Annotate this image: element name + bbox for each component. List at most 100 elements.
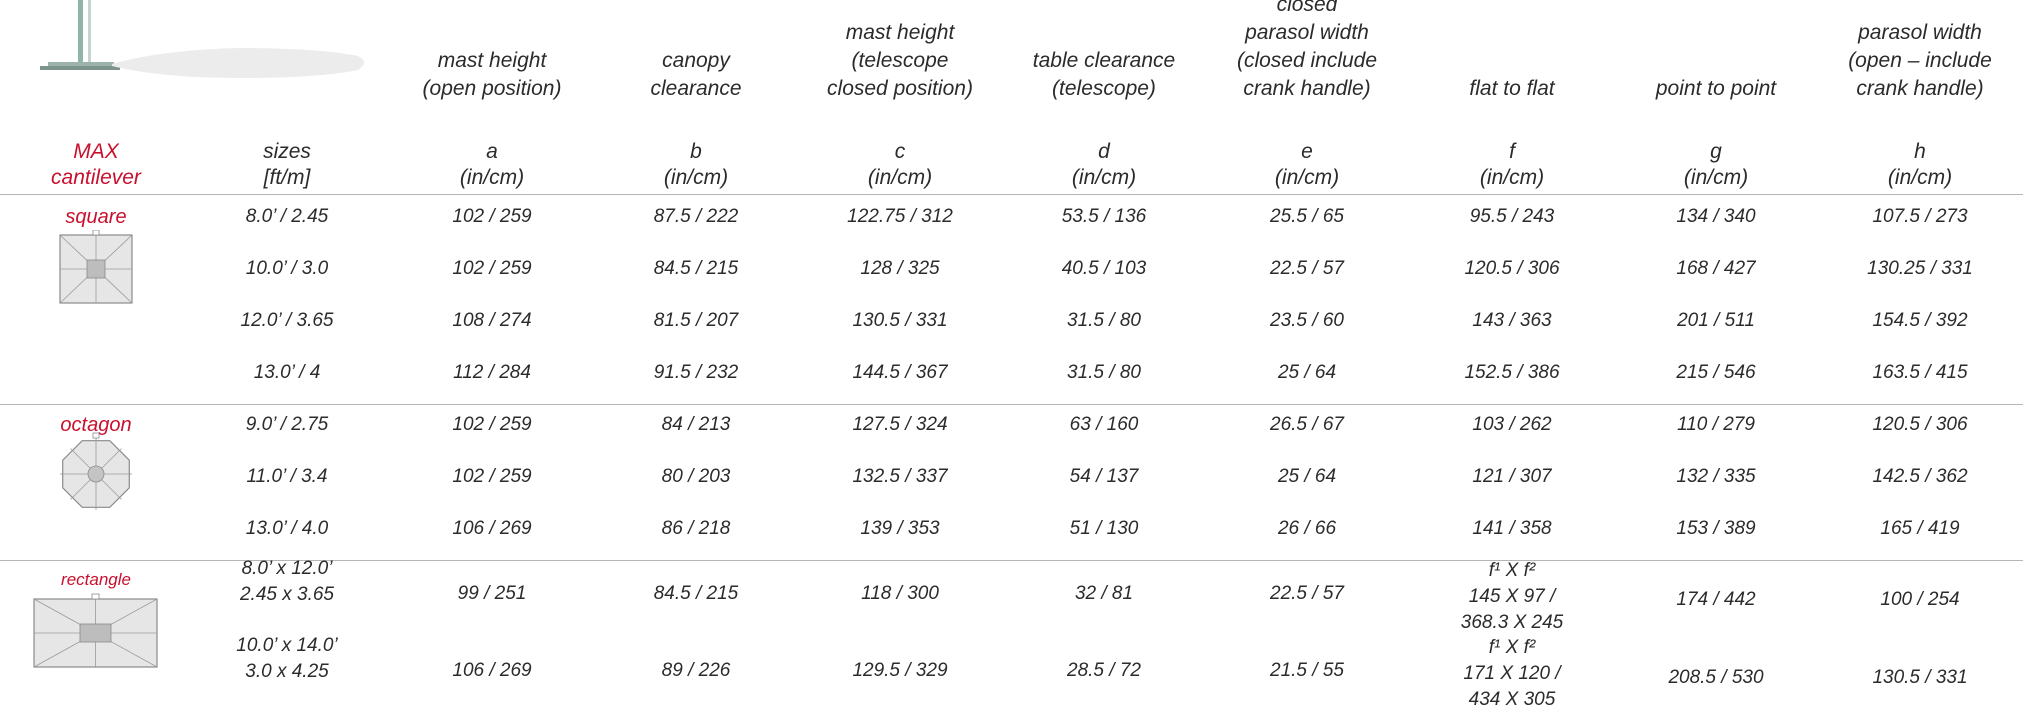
column-title-line: point to point (1611, 75, 1821, 103)
cell-d: 53.5 / 136 (1004, 203, 1204, 231)
column-unit-e: (in/cm) (1207, 164, 1407, 192)
cell-g: 134 / 340 (1616, 203, 1816, 231)
cell-c: 122.75 / 312 (800, 203, 1000, 231)
cell-d: 54 / 137 (1004, 463, 1204, 491)
cell-d: 63 / 160 (1004, 411, 1204, 439)
cell-text-line: 10.0’ x 14.0’ (187, 633, 387, 659)
cell-text-line: f¹ X f² (1412, 635, 1612, 661)
cell-sizes: 10.0’ x 14.0’ 3.0 x 4.25 (187, 633, 387, 685)
cell-sizes: 13.0’ / 4 (187, 359, 387, 387)
cell-f: 141 / 358 (1412, 515, 1612, 543)
column-title-b: canopy clearance (591, 47, 801, 103)
cell-h: 163.5 / 415 (1820, 359, 2020, 387)
column-label-cantilever: MAX (0, 138, 196, 166)
cell-e: 22.5 / 57 (1207, 255, 1407, 283)
cell-e: 26.5 / 67 (1207, 411, 1407, 439)
cell-f: 103 / 262 (1412, 411, 1612, 439)
cell-text-line: 145 X 97 / (1412, 584, 1612, 610)
cell-c: 130.5 / 331 (800, 307, 1000, 335)
cell-f: 121 / 307 (1412, 463, 1612, 491)
cell-text-line: 434 X 305 (1412, 687, 1612, 713)
cell-g: 168 / 427 (1616, 255, 1816, 283)
cell-f: 95.5 / 243 (1412, 203, 1612, 231)
column-unit-sizes: [ft/m] (187, 164, 387, 192)
column-label-h: h (1820, 138, 2020, 166)
section-divider (0, 194, 2023, 195)
column-label-sizes: sizes (187, 138, 387, 166)
column-title-line: mast height (795, 19, 1005, 47)
column-label-a: a (392, 138, 592, 166)
cell-c: 118 / 300 (800, 580, 1000, 608)
column-title-line: table clearance (999, 47, 1209, 75)
cantilever-parasol-illustration (40, 0, 370, 78)
column-title-d: table clearance (telescope) (999, 47, 1209, 103)
cell-h: 100 / 254 (1820, 586, 2020, 614)
column-title-line: (open position) (387, 75, 597, 103)
octagon-parasol-icon (58, 432, 136, 517)
column-title-line: crank handle) (1815, 75, 2023, 103)
column-title-line: (open – include (1815, 47, 2023, 75)
cell-h: 107.5 / 273 (1820, 203, 2020, 231)
cell-g: 110 / 279 (1616, 411, 1816, 439)
cell-a: 102 / 259 (392, 255, 592, 283)
cell-text-line: 2.45 x 3.65 (187, 582, 387, 608)
cell-e: 22.5 / 57 (1207, 580, 1407, 608)
cell-text-line: 3.0 x 4.25 (187, 659, 387, 685)
cell-g: 201 / 511 (1616, 307, 1816, 335)
cell-f: 152.5 / 386 (1412, 359, 1612, 387)
cell-sizes: 12.0’ / 3.65 (187, 307, 387, 335)
cell-b: 81.5 / 207 (596, 307, 796, 335)
cell-sizes: 11.0’ / 3.4 (187, 463, 387, 491)
cell-b: 84 / 213 (596, 411, 796, 439)
cell-a: 106 / 269 (392, 515, 592, 543)
cell-sizes: 8.0’ / 2.45 (187, 203, 387, 231)
column-title-h: parasol width (open – include crank handle… (1815, 19, 2023, 103)
section-divider (0, 404, 2023, 405)
cell-b: 84.5 / 215 (596, 255, 796, 283)
column-label-g: g (1616, 138, 1816, 166)
cell-sizes: 9.0’ / 2.75 (187, 411, 387, 439)
column-label-f: f (1412, 138, 1612, 166)
column-unit-d: (in/cm) (1004, 164, 1204, 192)
cell-text-line: f¹ X f² (1412, 558, 1612, 584)
cell-b: 80 / 203 (596, 463, 796, 491)
cell-d: 28.5 / 72 (1004, 657, 1204, 685)
column-unit-h: (in/cm) (1820, 164, 2020, 192)
cell-a: 108 / 274 (392, 307, 592, 335)
column-label-e: e (1207, 138, 1407, 166)
cell-g: 153 / 389 (1616, 515, 1816, 543)
cell-d: 40.5 / 103 (1004, 255, 1204, 283)
cell-c: 144.5 / 367 (800, 359, 1000, 387)
cell-e: 25 / 64 (1207, 359, 1407, 387)
cell-f: f¹ X f² 145 X 97 / 368.3 X 245 (1412, 558, 1612, 636)
cell-f: 120.5 / 306 (1412, 255, 1612, 283)
column-unit-f: (in/cm) (1412, 164, 1612, 192)
column-title-line: closed (1202, 0, 1412, 19)
cell-c: 129.5 / 329 (800, 657, 1000, 685)
column-unit-a: (in/cm) (392, 164, 592, 192)
section-label-square: square (6, 203, 186, 231)
column-title-line: parasol width (1202, 19, 1412, 47)
cell-c: 132.5 / 337 (800, 463, 1000, 491)
cell-h: 165 / 419 (1820, 515, 2020, 543)
cell-c: 127.5 / 324 (800, 411, 1000, 439)
cell-d: 31.5 / 80 (1004, 307, 1204, 335)
cell-h: 130.25 / 331 (1820, 255, 2020, 283)
cell-e: 25.5 / 65 (1207, 203, 1407, 231)
cell-e: 26 / 66 (1207, 515, 1407, 543)
cell-text-line: 368.3 X 245 (1412, 610, 1612, 636)
cell-b: 89 / 226 (596, 657, 796, 685)
section-label-rectangle: rectangle (6, 566, 186, 594)
column-title-line: (telescope) (999, 75, 1209, 103)
cell-e: 25 / 64 (1207, 463, 1407, 491)
cell-a: 99 / 251 (392, 580, 592, 608)
cell-f: f¹ X f² 171 X 120 / 434 X 305 (1412, 635, 1612, 713)
column-label-b: b (596, 138, 796, 166)
cell-text-line: 171 X 120 / (1412, 661, 1612, 687)
column-label-c: c (800, 138, 1000, 166)
square-parasol-icon (59, 230, 135, 311)
cell-b: 86 / 218 (596, 515, 796, 543)
column-title-line: canopy (591, 47, 801, 75)
column-title-c: mast height (telescope closed position) (795, 19, 1005, 103)
